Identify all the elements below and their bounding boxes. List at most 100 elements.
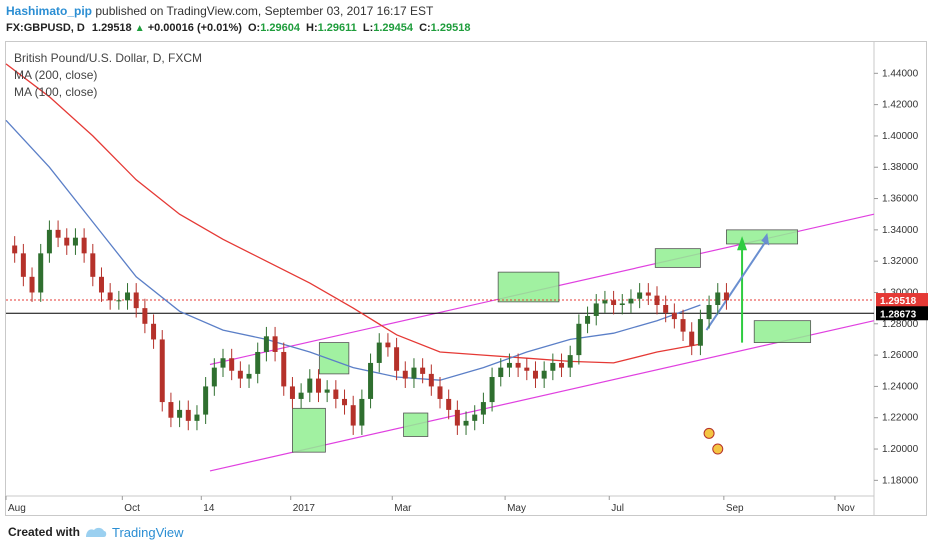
candle-body xyxy=(524,367,530,371)
candle-body xyxy=(20,253,26,277)
x-tick-label: Aug xyxy=(8,503,26,514)
candle-body xyxy=(723,292,729,301)
candle-body xyxy=(689,331,695,346)
candle-body xyxy=(394,347,400,371)
candle-body xyxy=(654,295,660,306)
change-value: +0.00016 (+0.01%) xyxy=(147,22,242,34)
legend-ma200[interactable]: MA (200, close) xyxy=(14,68,98,82)
candle-body xyxy=(229,358,235,371)
candle-body xyxy=(55,229,61,238)
candle-body xyxy=(368,362,374,399)
x-tick-label: Sep xyxy=(726,503,744,514)
candle-body xyxy=(454,409,460,426)
ma100-line xyxy=(5,119,701,381)
y-tick-label: 1.26000 xyxy=(882,350,919,361)
y-tick-label: 1.18000 xyxy=(882,475,919,486)
chart-grid xyxy=(6,42,875,516)
candle-body xyxy=(81,237,87,254)
candle-body xyxy=(420,367,426,374)
price-tags: 1.29518 1.28673 xyxy=(876,293,928,321)
candle-body xyxy=(194,414,200,421)
chart-legend: British Pound/U.S. Dollar, D, FXCM MA (2… xyxy=(14,50,202,101)
publish-header: Hashimato_pip published on TradingView.c… xyxy=(6,4,433,18)
candle-body xyxy=(298,392,304,399)
x-tick-label: Nov xyxy=(837,503,855,514)
footer-created-with: Created with xyxy=(8,525,80,539)
candle-body xyxy=(168,402,174,418)
candle-body xyxy=(619,303,625,306)
candle-body xyxy=(116,300,122,302)
candle-body xyxy=(98,276,104,293)
candle-body xyxy=(472,414,478,421)
y-tick-label: 1.20000 xyxy=(882,444,919,455)
legend-title: British Pound/U.S. Dollar, D, FXCM xyxy=(14,51,203,65)
candle-body xyxy=(29,276,35,293)
y-axis: 1.18000 1.20000 1.22000 1.24000 1.26000 1.280… xyxy=(874,68,919,486)
candle-body xyxy=(177,409,183,418)
candle-body xyxy=(12,245,18,254)
candle-body xyxy=(567,355,573,368)
candle-body xyxy=(281,351,287,387)
candle-body xyxy=(315,378,321,393)
open-value: 1.29604 xyxy=(260,22,300,34)
close-value: 1.29518 xyxy=(430,22,471,34)
chart-frame[interactable] xyxy=(5,41,927,516)
candle-body xyxy=(489,377,495,403)
candle-body xyxy=(159,339,165,403)
candle-body xyxy=(46,229,52,254)
open-label: O: xyxy=(247,22,261,34)
candle-body xyxy=(480,402,486,415)
last-price: 1.29518 xyxy=(91,22,132,34)
y-tick-label: 1.38000 xyxy=(882,162,919,173)
up-arrow-icon: ▲ xyxy=(134,23,145,34)
legend-ma100[interactable]: MA (100, close) xyxy=(14,85,98,99)
candle-body xyxy=(663,305,669,313)
candle-body xyxy=(307,378,313,393)
candle-body xyxy=(385,342,391,348)
candle-body xyxy=(185,409,191,421)
candle-body xyxy=(715,292,721,306)
x-tick-label: May xyxy=(507,503,526,514)
candle-body xyxy=(342,398,348,406)
y-tick-label: 1.42000 xyxy=(882,100,919,111)
candle-body xyxy=(324,389,330,393)
event-marker-icon xyxy=(703,427,715,439)
candle-body xyxy=(38,253,44,293)
candle-body xyxy=(350,405,356,426)
candle-body xyxy=(133,292,139,309)
tradingview-brand[interactable]: TradingView xyxy=(112,525,184,540)
candle-body xyxy=(541,370,547,379)
candle-body xyxy=(151,323,157,340)
candle-body xyxy=(72,237,78,246)
candle-body xyxy=(498,367,504,378)
candle-body xyxy=(585,315,591,324)
last-price-tag-bg xyxy=(876,293,928,308)
candle-body xyxy=(515,362,521,368)
high-label: H: xyxy=(306,22,318,34)
ref-price-tag-bg xyxy=(876,306,928,321)
candle-body xyxy=(645,292,651,296)
blue-arrow xyxy=(705,238,769,331)
footer-text: Created with xyxy=(8,525,81,539)
candle-body xyxy=(125,292,131,301)
x-axis: Aug Oct 14 2017 Mar May Jul Sep Nov xyxy=(5,496,855,514)
candle-body xyxy=(376,342,382,363)
ma200-line xyxy=(5,63,701,364)
candle-body xyxy=(446,398,452,410)
candle-body xyxy=(463,420,469,426)
highlight-box xyxy=(292,407,326,453)
ref-price-tag: 1.28673 xyxy=(880,309,917,320)
candle-body xyxy=(263,336,269,352)
candle-body xyxy=(706,305,712,320)
candle-body xyxy=(255,351,261,374)
candle-body xyxy=(289,386,295,399)
series-layer xyxy=(5,63,729,435)
author-name[interactable]: Hashimato_pip xyxy=(6,4,93,18)
x-tick-label: Oct xyxy=(124,503,140,514)
candle-body xyxy=(576,323,582,356)
candle-body xyxy=(593,303,599,316)
tradingview-logo-icon[interactable] xyxy=(84,525,108,539)
annotations xyxy=(6,213,875,472)
candle-body xyxy=(107,292,113,301)
